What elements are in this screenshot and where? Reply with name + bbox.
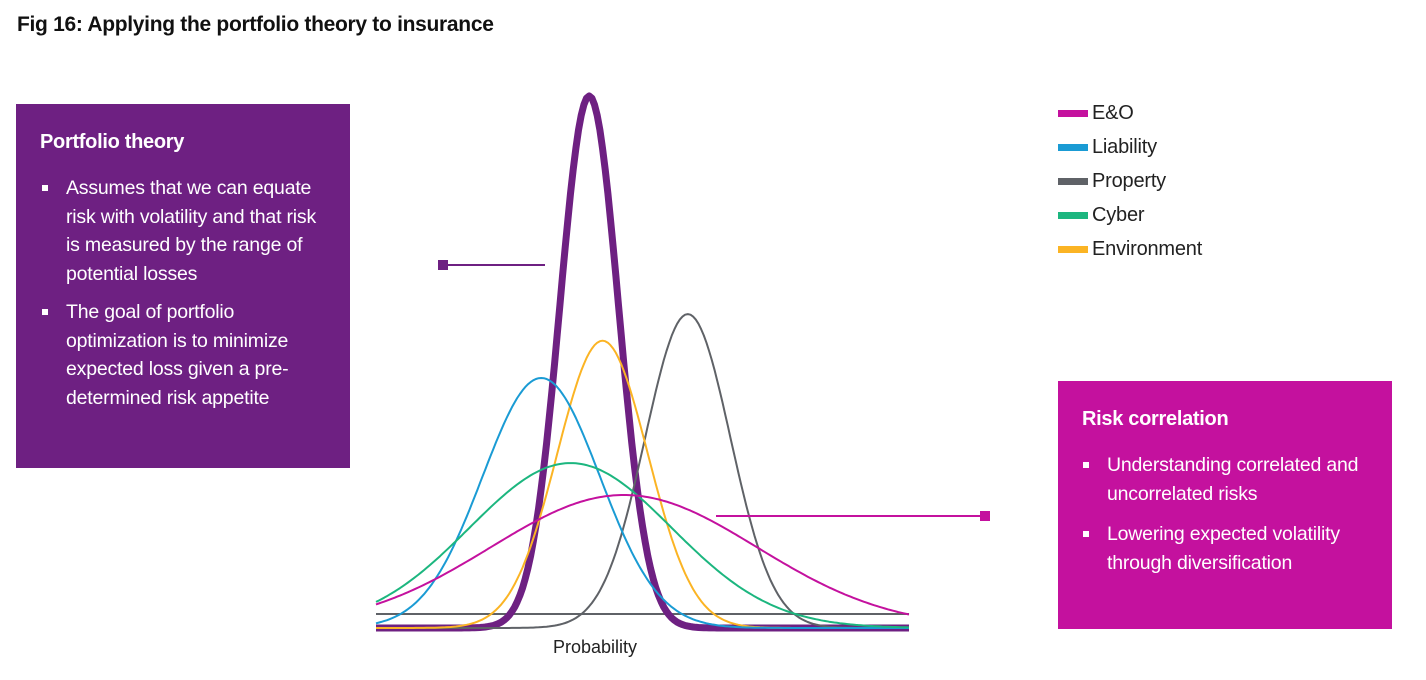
portfolio-bullet-2: The goal of portfolio optimization is to… bbox=[42, 298, 326, 412]
legend-item-eo: E&O bbox=[1058, 96, 1202, 130]
risk-correlation-list: Understanding correlated and uncorrelate… bbox=[1082, 451, 1368, 577]
legend-item-property: Property bbox=[1058, 164, 1202, 198]
legend-item-cyber: Cyber bbox=[1058, 198, 1202, 232]
legend-swatch-property bbox=[1058, 177, 1088, 185]
legend-label-environment: Environment bbox=[1092, 237, 1203, 260]
legend-label-property: Property bbox=[1092, 169, 1166, 192]
legend-label-cyber: Cyber bbox=[1092, 203, 1145, 226]
legend-swatch-eo bbox=[1058, 109, 1088, 117]
portfolio-theory-box: Portfolio theory Assumes that we can equ… bbox=[16, 104, 350, 468]
portfolio-callout-marker bbox=[438, 260, 448, 270]
x-axis-label: Probability bbox=[553, 637, 638, 657]
risk-bullet-2: Lowering expected volatility through div… bbox=[1083, 520, 1368, 577]
curve-liability bbox=[375, 377, 909, 629]
curve-portfolio bbox=[375, 92, 910, 632]
legend-item-liability: Liability bbox=[1058, 130, 1202, 164]
risk-bullet-1: Understanding correlated and uncorrelate… bbox=[1083, 451, 1368, 508]
legend-swatch-liability bbox=[1058, 143, 1088, 151]
legend-swatch-cyber bbox=[1058, 211, 1088, 219]
risk-correlation-heading: Risk correlation bbox=[1082, 408, 1229, 430]
curve-property bbox=[376, 313, 909, 629]
portfolio-theory-heading: Portfolio theory bbox=[40, 131, 185, 153]
chart-legend: E&O Liability Property Cyber Environment bbox=[1058, 96, 1202, 266]
figure-title: Fig 16: Applying the portfolio theory to… bbox=[17, 13, 494, 36]
distribution-curves bbox=[375, 92, 910, 632]
risk-correlation-box: Risk correlation Understanding correlate… bbox=[1058, 381, 1392, 629]
legend-label-liability: Liability bbox=[1092, 135, 1157, 158]
legend-item-environment: Environment bbox=[1058, 232, 1202, 266]
curve-e-o bbox=[375, 494, 910, 616]
curve-environment bbox=[376, 339, 909, 629]
risk-callout-marker bbox=[980, 511, 990, 521]
legend-swatch-environment bbox=[1058, 245, 1088, 253]
portfolio-bullet-1: Assumes that we can equate risk with vol… bbox=[42, 174, 326, 288]
legend-label-eo: E&O bbox=[1092, 101, 1134, 124]
portfolio-theory-list: Assumes that we can equate risk with vol… bbox=[40, 174, 326, 412]
curve-cyber bbox=[375, 462, 910, 629]
